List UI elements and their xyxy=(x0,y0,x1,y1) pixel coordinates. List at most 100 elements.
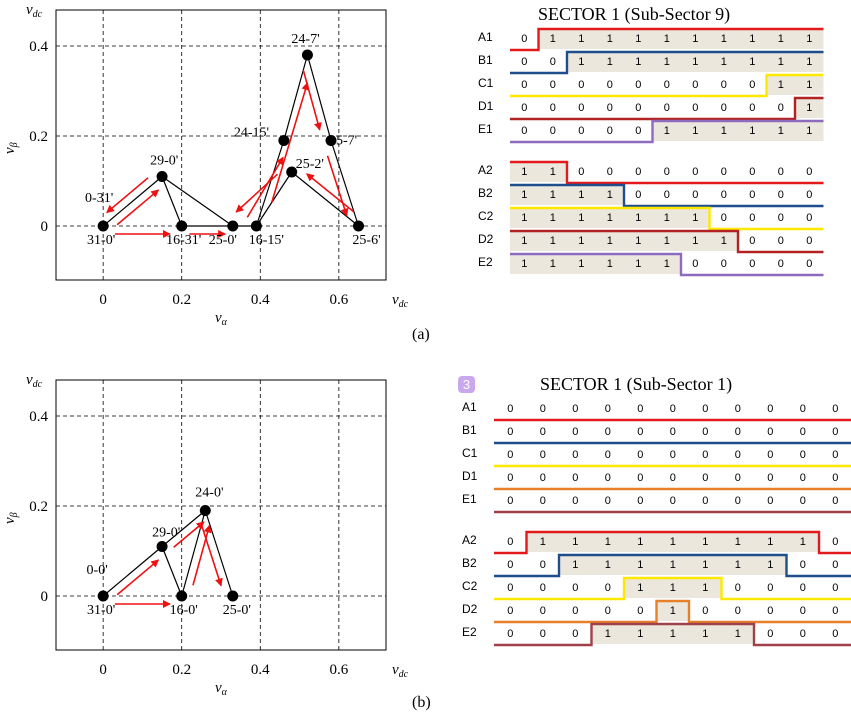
cell-value: 1 xyxy=(605,559,611,571)
on-cell xyxy=(681,232,710,251)
cell-value: 1 xyxy=(637,628,643,640)
cell-value: 1 xyxy=(521,166,527,178)
cell-value: 1 xyxy=(806,79,812,91)
on-cell xyxy=(681,209,710,228)
on-cell xyxy=(559,556,592,575)
cell-value: 1 xyxy=(521,235,527,247)
row-label: E1 xyxy=(478,122,493,136)
on-cell xyxy=(624,53,653,72)
cell-value: 0 xyxy=(800,605,806,617)
on-cell xyxy=(766,30,795,49)
on-cell xyxy=(526,533,559,552)
cell-value: 0 xyxy=(664,189,670,201)
cell-value: 0 xyxy=(832,582,838,594)
on-cell xyxy=(689,579,722,598)
panel-b: 0 0.2 0.4 0.6 0.4 0.2 0 vdc vdc vα vβ 31-0' 0-0' 29-0… xyxy=(0,360,851,719)
cell-value: 0 xyxy=(540,472,546,484)
cell-value: 1 xyxy=(670,582,676,594)
cell-value: 1 xyxy=(692,56,698,68)
switching-waveform xyxy=(510,96,824,121)
switching-waveform xyxy=(510,119,824,144)
on-cell xyxy=(721,625,754,644)
on-cell xyxy=(754,533,787,552)
cell-value: 1 xyxy=(670,628,676,640)
vector-segment xyxy=(330,140,360,227)
cell-value: 1 xyxy=(749,125,755,137)
vector-label: 29-0' xyxy=(150,154,178,169)
space-vector-plot-a: 0 0.2 0.4 0.6 0.4 0.2 0 vdc vdc vα vβ 31-0' 0-31' 29-… xyxy=(2,2,409,328)
cell-value: 0 xyxy=(767,403,773,415)
cell-value: 0 xyxy=(507,605,513,617)
cell-value: 0 xyxy=(735,426,741,438)
vector-segment xyxy=(102,176,163,227)
on-cell xyxy=(652,232,681,251)
on-cell xyxy=(738,122,767,141)
cell-value: 0 xyxy=(605,495,611,507)
vector-label: 16-15' xyxy=(249,233,284,248)
vector-label: 16-31' xyxy=(166,233,201,248)
cell-value: 0 xyxy=(692,189,698,201)
sector-title-b: SECTOR 1 (Sub-Sector 1) xyxy=(540,374,733,394)
sector-title-a: SECTOR 1 (Sub-Sector 9) xyxy=(538,4,731,24)
row-label: A1 xyxy=(462,400,477,414)
cell-value: 1 xyxy=(664,258,670,270)
vector-label: 31-0' xyxy=(87,233,115,248)
cell-value: 1 xyxy=(607,212,613,224)
cell-value: 1 xyxy=(806,56,812,68)
x-tick-label: 0.6 xyxy=(329,292,348,308)
cell-value: 0 xyxy=(721,166,727,178)
cell-value: 0 xyxy=(607,166,613,178)
cell-value: 0 xyxy=(637,472,643,484)
on-cell xyxy=(766,122,795,141)
vector-point xyxy=(278,135,290,146)
on-cell xyxy=(624,533,657,552)
cell-value: 0 xyxy=(670,426,676,438)
transition-arrow xyxy=(270,81,310,203)
cell-value: 1 xyxy=(550,189,556,201)
cell-value: 1 xyxy=(692,212,698,224)
cell-value: 1 xyxy=(721,235,727,247)
vector-segment xyxy=(291,171,359,227)
cell-value: 0 xyxy=(550,56,556,68)
cell-value: 0 xyxy=(692,258,698,270)
on-cell xyxy=(624,625,657,644)
transition-arrow xyxy=(116,559,160,596)
cell-value: 0 xyxy=(778,166,784,178)
cell-value: 0 xyxy=(635,102,641,114)
cell-value: 1 xyxy=(767,559,773,571)
cell-value: 1 xyxy=(806,102,812,114)
on-cell xyxy=(624,232,653,251)
cell-value: 0 xyxy=(749,235,755,247)
on-cell xyxy=(510,209,539,228)
row-label: B1 xyxy=(478,53,493,67)
cell-value: 0 xyxy=(832,536,838,548)
vector-point xyxy=(301,49,313,61)
cell-value: 0 xyxy=(572,605,578,617)
cell-value: 0 xyxy=(540,605,546,617)
on-cell xyxy=(624,556,657,575)
on-cell xyxy=(591,556,624,575)
cell-value: 0 xyxy=(540,582,546,594)
cell-value: 0 xyxy=(806,212,812,224)
cell-value: 0 xyxy=(749,102,755,114)
cell-value: 0 xyxy=(721,189,727,201)
cell-value: 0 xyxy=(670,403,676,415)
on-cell xyxy=(652,255,681,274)
cell-value: 1 xyxy=(605,628,611,640)
cell-value: 0 xyxy=(540,403,546,415)
x-axis-label: vα xyxy=(215,680,228,698)
cell-value: 0 xyxy=(540,495,546,507)
x-axis-label: vα xyxy=(215,310,228,328)
cell-value: 1 xyxy=(637,536,643,548)
cell-value: 1 xyxy=(550,166,556,178)
cell-value: 1 xyxy=(578,258,584,270)
cell-value: 0 xyxy=(578,125,584,137)
cell-value: 1 xyxy=(607,33,613,45)
cell-value: 0 xyxy=(637,403,643,415)
switching-waveform xyxy=(494,622,851,647)
switching-waveform xyxy=(494,553,851,578)
vector-label: 25-6' xyxy=(352,233,380,248)
cell-value: 1 xyxy=(749,33,755,45)
x-tick-label: 0.2 xyxy=(172,292,191,308)
vector-label: 25-0' xyxy=(209,233,237,248)
